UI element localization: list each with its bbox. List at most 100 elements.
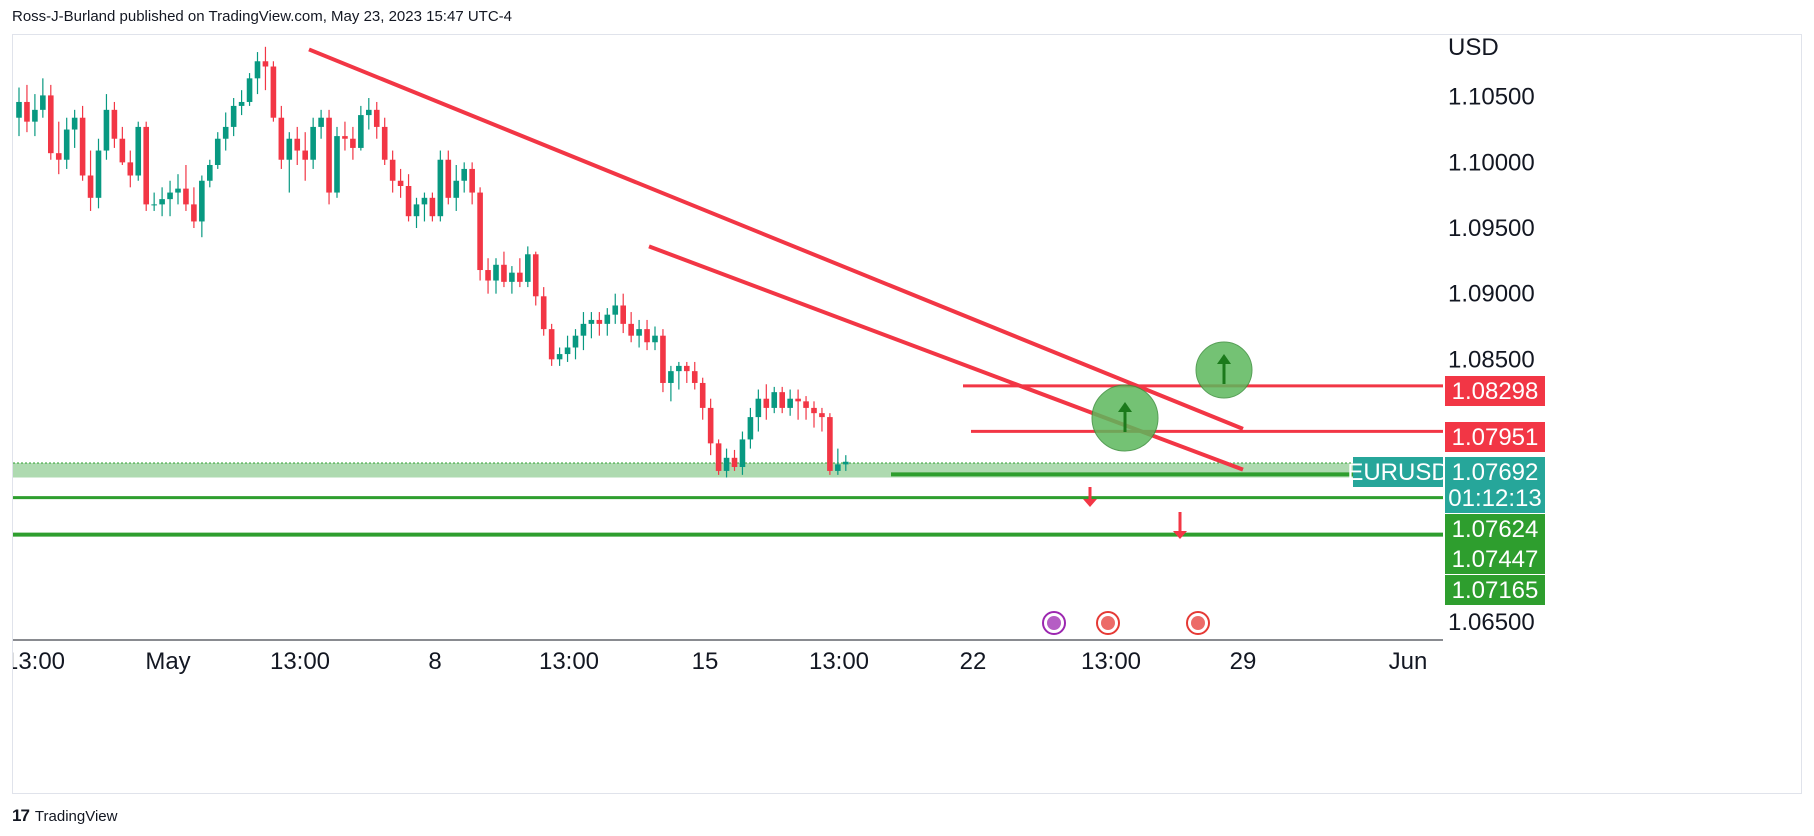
candle bbox=[358, 105, 364, 151]
chart-frame[interactable]: 1.10500 1.10000 1.09500 1.09000 1.08500 1.065… bbox=[12, 34, 1802, 794]
candle bbox=[779, 386, 785, 414]
candle-body bbox=[668, 371, 674, 383]
candle-body bbox=[366, 109, 372, 116]
marker-layer bbox=[1042, 341, 1253, 635]
candle bbox=[731, 449, 738, 471]
candle-body bbox=[87, 175, 94, 198]
candle bbox=[87, 150, 94, 211]
x-tick-label: 13:00 bbox=[1081, 648, 1141, 675]
event-icon-fill bbox=[1101, 616, 1115, 630]
candle-body bbox=[326, 117, 332, 193]
candle-body bbox=[40, 95, 46, 110]
event-icon-fill bbox=[1191, 616, 1205, 630]
candle-body bbox=[556, 354, 563, 360]
candle-body bbox=[175, 188, 181, 193]
candle-body bbox=[334, 136, 340, 193]
candle-body bbox=[24, 101, 30, 122]
y-tick-label: 1.06500 bbox=[1448, 609, 1535, 636]
candle bbox=[270, 61, 277, 122]
candle-body bbox=[731, 457, 738, 467]
candle-body bbox=[262, 61, 269, 67]
candle bbox=[803, 396, 809, 420]
candle bbox=[517, 258, 523, 288]
candle-body bbox=[159, 199, 165, 205]
candle-body bbox=[302, 150, 308, 160]
candle-body bbox=[588, 319, 595, 324]
candle bbox=[715, 439, 722, 475]
candle-body bbox=[318, 117, 324, 127]
x-tick-label: 8 bbox=[428, 648, 441, 675]
candle-body bbox=[437, 159, 444, 217]
candle-body bbox=[79, 117, 86, 176]
candle bbox=[397, 168, 404, 198]
candle bbox=[556, 347, 563, 366]
candle-body bbox=[397, 180, 404, 186]
price-label-text: 1.07951 bbox=[1452, 424, 1539, 451]
candle-body bbox=[604, 314, 611, 324]
candle-body bbox=[32, 109, 38, 122]
tradingview-logo-icon: 17 bbox=[12, 806, 30, 825]
tradingview-footer[interactable]: 17 TradingView bbox=[12, 806, 117, 826]
price-label-text: 1.07447 bbox=[1452, 546, 1539, 573]
x-tick-label: 13:00 bbox=[13, 648, 65, 675]
candle-body bbox=[143, 126, 149, 205]
candle-body bbox=[270, 66, 277, 118]
candle-body bbox=[652, 335, 658, 343]
candle-body bbox=[596, 319, 603, 324]
x-tick-label: 15 bbox=[692, 648, 719, 675]
x-tick-label: 13:00 bbox=[809, 648, 869, 675]
candle bbox=[509, 266, 515, 294]
x-tick-label: Jun bbox=[1389, 648, 1428, 675]
candle-body bbox=[183, 188, 189, 205]
candle bbox=[421, 192, 428, 222]
candle bbox=[477, 187, 483, 281]
arrow-up-icon-head bbox=[1217, 354, 1231, 364]
candle-body bbox=[429, 197, 436, 217]
candle bbox=[95, 138, 102, 209]
bullish-marker-2 bbox=[1195, 341, 1253, 399]
countdown-text: 01:12:13 bbox=[1448, 485, 1541, 512]
candle-body bbox=[755, 398, 762, 418]
candle bbox=[127, 150, 134, 188]
candle-body bbox=[580, 323, 587, 336]
candle bbox=[429, 192, 436, 222]
candle-body bbox=[63, 129, 70, 160]
candle bbox=[525, 246, 531, 288]
candle-body bbox=[16, 101, 22, 118]
candle bbox=[350, 126, 356, 160]
price-label-bg bbox=[1445, 376, 1545, 406]
candle bbox=[191, 187, 197, 229]
candle-body bbox=[644, 329, 650, 343]
candle bbox=[278, 105, 285, 169]
symbol-badge-bg bbox=[1353, 457, 1443, 487]
candle bbox=[747, 407, 754, 449]
candle bbox=[676, 361, 682, 390]
candle bbox=[55, 121, 62, 175]
candle-body bbox=[485, 270, 491, 281]
candle-body bbox=[103, 109, 110, 151]
candle bbox=[24, 84, 30, 133]
candle bbox=[763, 384, 770, 420]
candle-body bbox=[723, 457, 730, 471]
candle bbox=[262, 46, 269, 91]
candle-body bbox=[453, 180, 460, 198]
candle-body bbox=[572, 335, 579, 348]
candle bbox=[628, 312, 634, 343]
candle bbox=[135, 121, 142, 181]
candle bbox=[668, 365, 674, 402]
us-flag-event-icon-2 bbox=[1186, 611, 1210, 635]
candle-body bbox=[421, 197, 428, 205]
candle-body bbox=[628, 323, 634, 336]
candle-body bbox=[684, 365, 690, 372]
candlestick-chart[interactable]: 1.10500 1.10000 1.09500 1.09000 1.08500 1.065… bbox=[13, 35, 1803, 795]
candle-body bbox=[811, 407, 817, 414]
candle-body bbox=[445, 159, 452, 198]
candle bbox=[604, 308, 611, 336]
candle bbox=[620, 293, 626, 334]
lightning-event-icon bbox=[1042, 611, 1066, 635]
candle bbox=[342, 121, 348, 151]
symbol-label: EURUSD bbox=[1347, 459, 1448, 486]
candle bbox=[636, 319, 642, 348]
candle bbox=[835, 448, 841, 475]
